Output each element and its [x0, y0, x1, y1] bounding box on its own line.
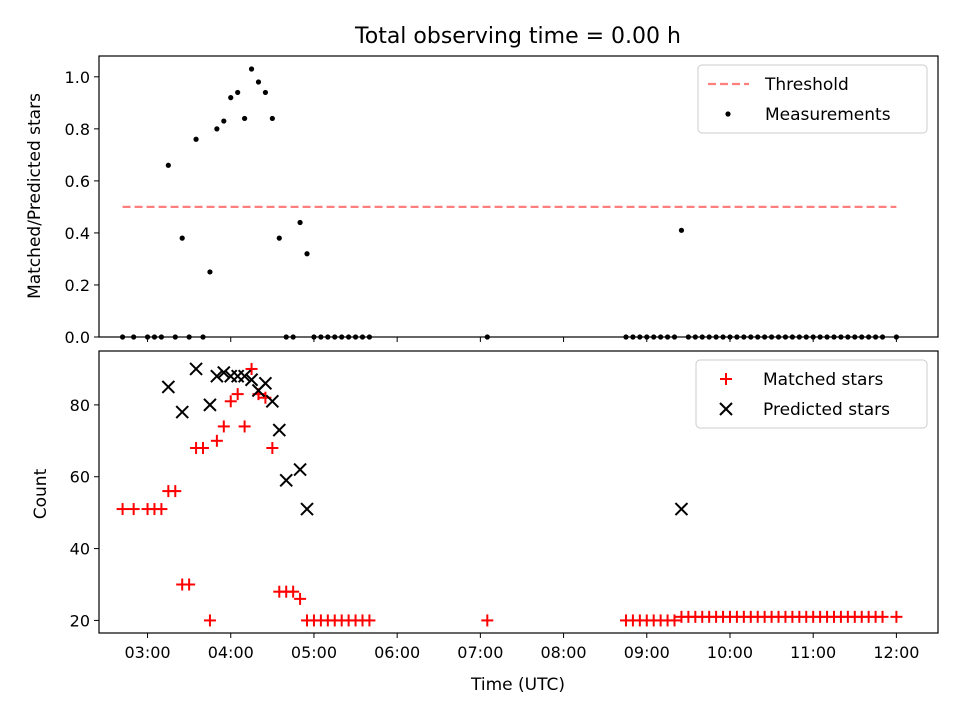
xtick-label: 08:00: [541, 643, 587, 662]
predicted-star-point: [237, 369, 252, 383]
top-ytick-label: 0.4: [65, 224, 90, 243]
measurement-point: [207, 269, 213, 275]
matched-star-point: [217, 420, 230, 433]
matched-star-point: [224, 395, 237, 408]
predicted-star-point: [258, 376, 273, 391]
predicted-star-point: [293, 462, 307, 477]
matched-star-point: [183, 578, 196, 591]
measurement-point: [262, 89, 269, 96]
xtick-label: 10:00: [707, 643, 753, 662]
legend-predicted-label: Predicted stars: [763, 400, 890, 420]
predicted-star-point: [244, 373, 259, 387]
matched-star-point: [363, 614, 376, 627]
matched-star-point: [169, 485, 182, 498]
measurement-point: [297, 219, 303, 226]
predicted-star-point: [175, 405, 189, 419]
legend-matched-label: Matched stars: [763, 370, 883, 390]
matched-star-point: [197, 441, 210, 454]
matched-star-point: [231, 388, 244, 401]
measurement-point: [678, 227, 685, 233]
measurement-point: [276, 235, 282, 241]
matched-star-point: [155, 503, 168, 516]
predicted-star-point: [217, 365, 231, 380]
matched-star-point: [668, 614, 681, 627]
matched-star-point: [266, 441, 279, 454]
measurement-point: [269, 115, 275, 122]
bottom-ylabel: Count: [31, 468, 51, 519]
legend-threshold-label: Threshold: [764, 75, 849, 95]
top-axes-frame: [98, 55, 939, 338]
top-ytick-label: 0.2: [65, 276, 90, 295]
legend-matched-swatch: [720, 373, 732, 385]
measurement-point: [221, 118, 227, 124]
bottom-axes-frame: [98, 350, 939, 634]
measurement-point: [193, 136, 199, 142]
matched-star-point: [287, 585, 300, 598]
bottom-ytick-label: 80: [70, 396, 90, 415]
predicted-star-point: [210, 369, 224, 383]
bottom-xlabel: Time (UTC): [470, 675, 565, 695]
measurement-point: [214, 126, 220, 132]
predicted-star-point: [279, 473, 293, 488]
top-panel: Matched/Predicted stars 0.0 0.2 0.4 0.6 0.8 1…: [25, 55, 939, 347]
bottom-panel: Count Time (UTC) 20 40 60 80 03:00 04:00 05:0…: [31, 350, 939, 695]
top-ytick-label: 0.6: [65, 172, 90, 191]
matched-star-point: [116, 503, 129, 516]
predicted-star-point: [203, 398, 217, 412]
predicted-star-point: [265, 394, 280, 409]
matched-star-point: [238, 420, 251, 433]
bottom-legend-box: [695, 359, 928, 429]
measurement-point: [255, 79, 262, 85]
top-ylabel: Matched/Predicted stars: [25, 93, 45, 299]
matched-star-point: [203, 614, 216, 627]
matched-star-point: [127, 503, 140, 516]
bottom-ytick-label: 40: [70, 540, 90, 559]
measurement-point: [304, 251, 310, 257]
legend-measurements-swatch: [725, 111, 731, 117]
xtick-label: 07:00: [457, 643, 503, 662]
top-ytick-label: 0.8: [65, 120, 90, 139]
xtick-label: 03:00: [124, 643, 170, 662]
chart-title: Total observing time = 0.00 h: [354, 24, 681, 49]
measurement-point: [242, 115, 248, 122]
predicted-star-point: [300, 502, 314, 516]
matched-star-point: [245, 362, 258, 375]
xtick-label: 06:00: [374, 643, 420, 662]
matched-star-point: [210, 434, 223, 447]
top-ytick-label: 1.0: [65, 68, 90, 87]
legend-predicted-swatch: [719, 402, 733, 416]
matched-star-point: [294, 592, 307, 605]
bottom-legend: Matched stars Predicted stars: [695, 359, 928, 429]
bottom-ytick-label: 60: [70, 468, 90, 487]
xtick-label: 12:00: [873, 643, 919, 662]
measurement-point: [235, 89, 241, 96]
bottom-yticks: 20 40 60 80: [70, 396, 99, 630]
bottom-xticks: 03:00 04:00 05:00 06:00 07:00 08:00 09:00 10:00…: [124, 633, 919, 662]
matched-star-point: [481, 614, 494, 627]
predicted-star-point: [272, 423, 286, 437]
matched-star-point: [890, 610, 903, 623]
bottom-ytick-label: 20: [70, 611, 90, 630]
bottom-series: [116, 362, 903, 627]
xtick-label: 05:00: [291, 643, 337, 662]
measurement-point: [228, 95, 234, 101]
top-yticks: 0.0 0.2 0.4 0.6 0.8 1.0: [65, 68, 99, 347]
measurement-point: [179, 235, 185, 241]
predicted-star-point: [189, 362, 203, 376]
xtick-label: 11:00: [790, 643, 836, 662]
measurement-point: [165, 162, 171, 168]
measurement-point: [248, 66, 255, 72]
xtick-label: 04:00: [208, 643, 254, 662]
legend-measurements-label: Measurements: [765, 105, 891, 125]
matched-star-point: [876, 610, 889, 623]
top-legend: Threshold Measurements: [697, 64, 928, 134]
top-legend-box: [697, 64, 928, 134]
xtick-label: 09:00: [624, 643, 670, 662]
top-ytick-label: 0.0: [65, 328, 90, 347]
predicted-star-point: [674, 502, 689, 516]
predicted-star-point: [161, 380, 176, 394]
